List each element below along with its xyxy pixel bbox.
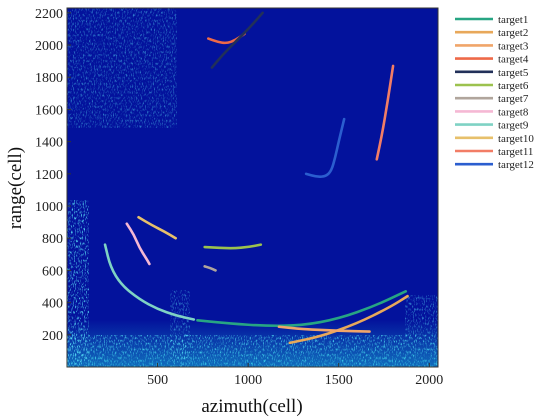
legend-label-target4: target4 <box>498 54 529 66</box>
legend-label-target12: target12 <box>498 159 534 171</box>
y-tick-label: 2200 <box>35 7 63 22</box>
y-tick-label: 2000 <box>35 39 63 54</box>
track-target10 <box>137 215 177 240</box>
y-tick-label: 200 <box>42 329 63 344</box>
y-tick-label: 1800 <box>35 71 63 86</box>
legend-label-target6: target6 <box>498 80 529 92</box>
track-target5 <box>210 11 264 69</box>
y-tick-label: 800 <box>42 232 63 247</box>
x-tick-label: 500 <box>147 373 168 388</box>
y-tick-label: 1400 <box>35 136 63 151</box>
clutter-column <box>170 290 190 367</box>
legend-label-target1: target1 <box>498 14 528 26</box>
legend-label-target7: target7 <box>498 93 529 105</box>
clutter-left <box>67 200 89 367</box>
legend-label-target10: target10 <box>498 133 534 145</box>
track-target9 <box>103 243 196 321</box>
clutter-bottom-glow <box>67 320 438 367</box>
x-tick-label: 1000 <box>234 373 262 388</box>
legend-label-target11: target11 <box>498 146 533 158</box>
x-tick-label: 2000 <box>415 373 443 388</box>
track-target7 <box>203 265 217 272</box>
legend-label-target2: target2 <box>498 27 528 39</box>
track-target1 <box>196 290 408 328</box>
clutter-right <box>405 295 438 335</box>
track-target11 <box>375 64 395 161</box>
legend-label-target3: target3 <box>498 40 529 52</box>
legend-label-target5: target5 <box>498 67 529 79</box>
x-tick-label: 1500 <box>325 373 353 388</box>
track-target6 <box>203 243 263 250</box>
y-tick-label: 1200 <box>35 168 63 183</box>
clutter-top-left <box>67 8 177 128</box>
y-tick-label: 1600 <box>35 103 63 118</box>
y-tick-label: 400 <box>42 297 63 312</box>
y-tick-label: 1000 <box>35 200 63 215</box>
y-tick-label: 600 <box>42 264 63 279</box>
legend-label-target9: target9 <box>498 120 529 132</box>
track-target8 <box>125 222 151 266</box>
plot-area <box>67 8 438 367</box>
track-target3 <box>277 325 371 333</box>
legend: target1target2target3target4target5targe… <box>455 14 534 171</box>
track-target12 <box>304 117 346 179</box>
plot-frame <box>66 7 439 368</box>
y-axis-label: range(cell) <box>5 147 26 229</box>
legend-label-target8: target8 <box>498 106 529 118</box>
track-target4 <box>206 32 246 45</box>
x-axis-label: azimuth(cell) <box>201 396 302 417</box>
